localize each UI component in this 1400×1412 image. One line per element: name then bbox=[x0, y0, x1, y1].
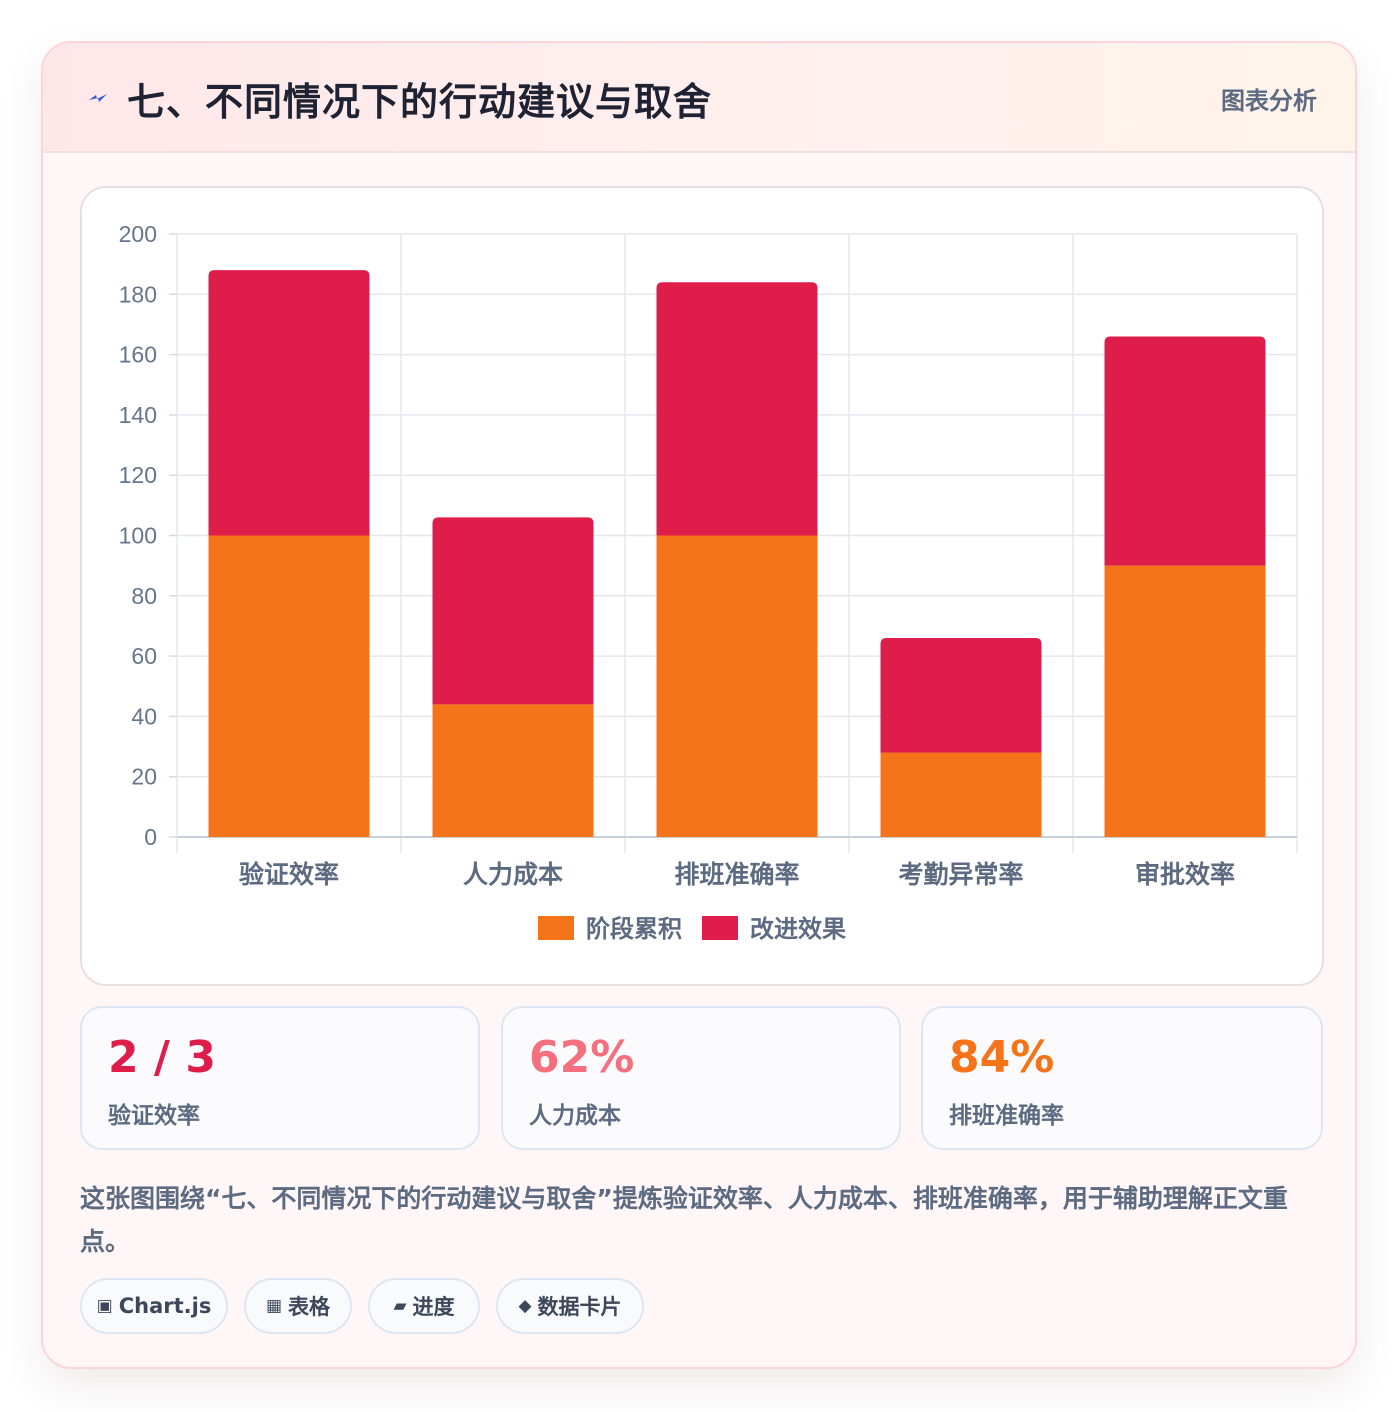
bar-改进效果-考勤异常率 bbox=[880, 638, 1042, 753]
pill-progress[interactable]: ▰ 进度 bbox=[368, 1278, 480, 1334]
y-tick-label: 180 bbox=[119, 281, 157, 307]
progress-icon: ▰ bbox=[393, 1296, 407, 1316]
pill-data-card[interactable]: ◆ 数据卡片 bbox=[496, 1278, 644, 1334]
stat-value: 2 / 3 bbox=[108, 1032, 216, 1083]
bar-改进效果-审批效率 bbox=[1104, 336, 1266, 566]
bar-阶段累积-排班准确率 bbox=[656, 535, 818, 837]
stat-label: 人力成本 bbox=[529, 1103, 621, 1129]
legend-swatch bbox=[538, 916, 574, 940]
table-icon: ▦ bbox=[265, 1296, 283, 1316]
diamond-icon: ◆ bbox=[518, 1296, 532, 1316]
y-tick-label: 120 bbox=[119, 462, 157, 488]
pill-label: 表格 bbox=[288, 1295, 331, 1319]
x-tick-label: 排班准确率 bbox=[674, 860, 799, 889]
stat-label: 排班准确率 bbox=[949, 1103, 1064, 1129]
x-tick-label: 人力成本 bbox=[463, 860, 563, 889]
y-tick-label: 20 bbox=[131, 764, 157, 790]
x-tick-label: 审批效率 bbox=[1135, 860, 1235, 889]
bar-阶段累积-审批效率 bbox=[1104, 565, 1266, 837]
legend-label: 改进效果 bbox=[750, 915, 846, 943]
stat-card-3: 84% 排班准确率 bbox=[921, 1006, 1323, 1150]
chart-analysis-tag[interactable]: 图表分析 bbox=[1221, 87, 1317, 115]
chart-icon: ▣ bbox=[96, 1296, 113, 1316]
legend-label: 阶段累积 bbox=[586, 915, 682, 943]
y-tick-label: 100 bbox=[119, 523, 157, 549]
y-tick-label: 200 bbox=[119, 221, 157, 247]
card-header: 七、不同情况下的行动建议与取舍 图表分析 bbox=[43, 43, 1355, 153]
pill-table[interactable]: ▦ 表格 bbox=[244, 1278, 352, 1334]
pill-label: 进度 bbox=[412, 1295, 455, 1319]
stacked-bar-chart: 0 20 40 60 80 100 120 140 160 180 200 验证效率 人力成本 排班准确率… bbox=[119, 221, 1298, 943]
pill-label: Chart.js bbox=[118, 1294, 212, 1318]
bar-阶段累积-考勤异常率 bbox=[880, 752, 1042, 837]
y-tick-label: 60 bbox=[131, 643, 157, 669]
bar-改进效果-排班准确率 bbox=[656, 282, 818, 536]
pill-chartjs[interactable]: ▣ Chart.js bbox=[80, 1278, 228, 1334]
bar-阶段累积-验证效率 bbox=[208, 535, 370, 837]
stat-card-1: 2 / 3 验证效率 bbox=[80, 1006, 480, 1150]
chart-card: 七、不同情况下的行动建议与取舍 图表分析 0 20 40 60 80 100 120 140 1… bbox=[41, 41, 1357, 1369]
stat-value: 62% bbox=[529, 1032, 635, 1083]
x-tick-label: 考勤异常率 bbox=[898, 860, 1023, 889]
bar-改进效果-人力成本 bbox=[432, 517, 594, 705]
stat-label: 验证效率 bbox=[108, 1103, 200, 1129]
bar-阶段累积-人力成本 bbox=[432, 704, 594, 837]
stat-card-2: 62% 人力成本 bbox=[501, 1006, 901, 1150]
legend-swatch bbox=[702, 916, 738, 940]
y-tick-label: 0 bbox=[144, 824, 157, 850]
y-tick-label: 160 bbox=[119, 342, 157, 368]
page-title: 七、不同情况下的行动建议与取舍 bbox=[127, 80, 713, 124]
chart-panel: 0 20 40 60 80 100 120 140 160 180 200 验证效率 人力成本 排班准确率… bbox=[80, 186, 1324, 986]
chart-description: 这张图围绕“七、不同情况下的行动建议与取舍”提炼验证效率、人力成本、排班准确率，… bbox=[80, 1184, 1288, 1256]
stat-value: 84% bbox=[949, 1032, 1055, 1083]
y-tick-label: 80 bbox=[131, 583, 157, 609]
x-tick-label: 验证效率 bbox=[239, 860, 339, 889]
pill-label: 数据卡片 bbox=[537, 1295, 622, 1319]
y-tick-label: 140 bbox=[119, 402, 157, 428]
bar-改进效果-验证效率 bbox=[208, 270, 370, 536]
y-tick-label: 40 bbox=[131, 703, 157, 729]
lightning-icon bbox=[89, 94, 107, 102]
